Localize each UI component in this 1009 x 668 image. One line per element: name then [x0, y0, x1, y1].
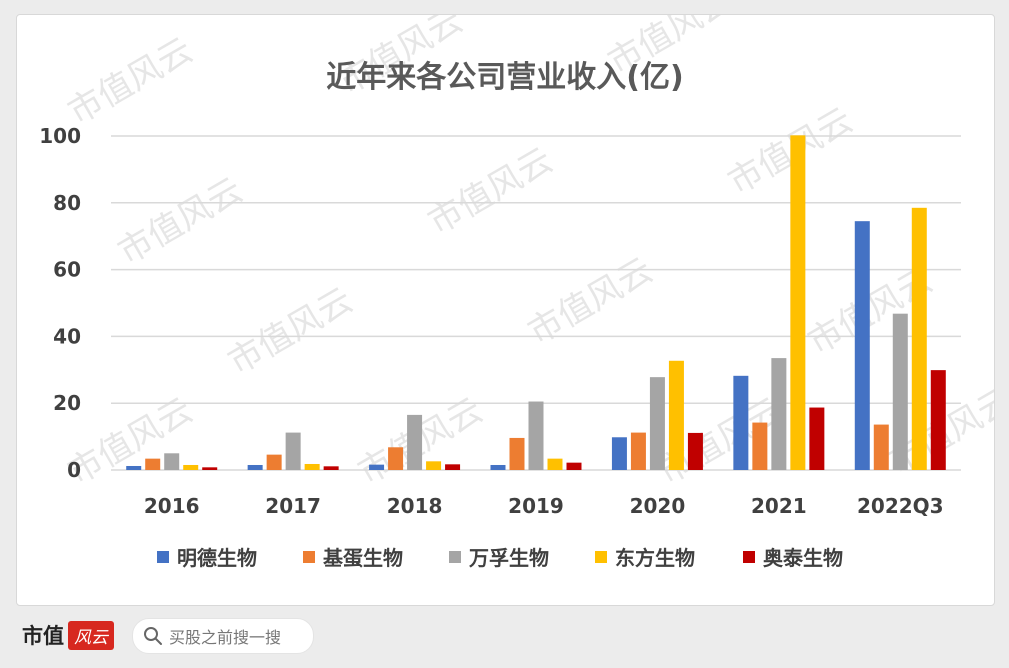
bar [687, 432, 703, 470]
bar [790, 135, 806, 470]
bar [668, 360, 684, 470]
bar [304, 463, 320, 470]
bar [202, 467, 218, 470]
x-tick-label: 2017 [265, 494, 321, 518]
bar [183, 464, 199, 470]
bar [854, 221, 870, 470]
legend: 明德生物 基蛋生物 万孚生物 东方生物 奥泰生物 [157, 546, 843, 570]
bar [566, 462, 582, 470]
y-tick-label: 60 [53, 258, 81, 282]
search-box[interactable]: 买股之前搜一搜 [132, 618, 314, 654]
legend-label: 明德生物 [177, 546, 257, 570]
bar [407, 414, 423, 470]
bar [771, 358, 787, 470]
legend-swatch [303, 551, 315, 563]
bar [930, 370, 946, 470]
bar [145, 458, 161, 470]
y-tick-label: 0 [67, 458, 81, 482]
bar [509, 437, 525, 470]
y-axis: 0 20 40 60 80 100 [39, 124, 81, 482]
legend-swatch [157, 551, 169, 563]
watermark-text: 市值风云 [62, 390, 200, 493]
bar [649, 377, 665, 470]
watermark-text: 市值风云 [422, 140, 560, 243]
bar [630, 432, 646, 470]
brand-name: 市值 [22, 623, 64, 648]
x-tick-label: 2018 [387, 494, 443, 518]
bar [733, 375, 749, 470]
chart-card: 市值风云 市值风云 市值风云 市值风云 市值风云 市值风云 市值风云 市值风云 市值风云 市值风云… [16, 14, 995, 606]
bar [809, 407, 825, 470]
legend-label: 万孚生物 [468, 546, 549, 570]
watermark-text: 市值风云 [62, 30, 200, 133]
bar [611, 437, 627, 470]
bar [388, 447, 404, 470]
bar [126, 465, 142, 470]
y-tick-label: 80 [53, 191, 81, 215]
bar [892, 313, 908, 470]
x-tick-label: 2016 [144, 494, 200, 518]
y-tick-label: 40 [53, 324, 81, 348]
bar [873, 424, 889, 470]
watermark-text: 市值风云 [522, 250, 660, 353]
legend-label: 东方生物 [615, 546, 695, 570]
bar [528, 401, 544, 470]
bar [445, 464, 461, 470]
x-tick-label: 2019 [508, 494, 564, 518]
brand-seal: 风云 [68, 620, 114, 650]
bar [285, 432, 301, 470]
y-tick-label: 100 [39, 124, 81, 148]
bar [164, 453, 180, 470]
bar [426, 461, 442, 470]
bar [266, 454, 282, 470]
legend-swatch [449, 551, 461, 563]
chart-title: 近年来各公司营业收入(亿) [326, 60, 683, 95]
bar [547, 458, 563, 470]
legend-swatch [595, 551, 607, 563]
bar [490, 464, 506, 470]
y-tick-label: 20 [53, 391, 81, 415]
brand-logo[interactable]: 市值 风云 [22, 620, 114, 650]
bars [126, 135, 946, 470]
bar [752, 422, 768, 470]
x-tick-label: 2021 [751, 494, 807, 518]
footer: 市值 风云 买股之前搜一搜 [0, 604, 1009, 668]
watermark-text: 市值风云 [222, 280, 360, 383]
legend-label: 基蛋生物 [323, 546, 403, 570]
x-tick-label: 2020 [630, 494, 686, 518]
bar [369, 464, 385, 470]
legend-swatch [743, 551, 755, 563]
search-placeholder: 买股之前搜一搜 [169, 628, 282, 647]
bar [911, 207, 927, 470]
bar [323, 466, 339, 470]
bar [247, 464, 263, 470]
legend-label: 奥泰生物 [763, 546, 843, 570]
watermark-text: 市值风云 [112, 170, 250, 273]
x-tick-label: 2022Q3 [857, 494, 944, 518]
x-axis: 2016 2017 2018 2019 2020 2021 2022Q3 [144, 494, 944, 518]
search-icon [144, 627, 162, 645]
